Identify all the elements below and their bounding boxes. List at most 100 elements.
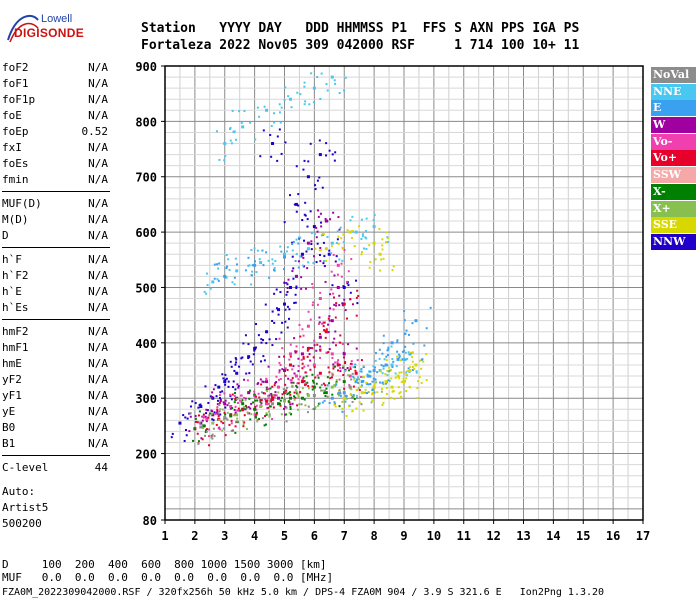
echo-dot bbox=[297, 357, 300, 360]
echo-dot bbox=[218, 158, 221, 161]
echo-dot bbox=[335, 379, 338, 382]
echo-dot bbox=[213, 263, 216, 266]
echo-dot bbox=[255, 404, 258, 407]
echo-dot bbox=[285, 389, 288, 392]
data-point bbox=[277, 385, 281, 389]
echo-dot bbox=[300, 358, 303, 361]
echo-dot bbox=[369, 383, 372, 386]
echo-dot bbox=[278, 128, 281, 131]
param-name: C-level bbox=[2, 461, 49, 474]
echo-dot bbox=[396, 350, 399, 353]
data-point bbox=[306, 324, 310, 328]
echo-dot bbox=[216, 406, 219, 409]
echo-dot bbox=[278, 369, 281, 372]
echo-dot bbox=[280, 106, 283, 109]
echo-dot bbox=[256, 420, 259, 423]
echo-dot bbox=[318, 322, 321, 325]
data-point bbox=[294, 202, 298, 206]
echo-dot bbox=[231, 281, 234, 284]
echo-dot bbox=[360, 370, 363, 373]
data-point bbox=[288, 285, 292, 289]
param-value: N/A bbox=[88, 109, 108, 122]
echo-dot bbox=[336, 369, 339, 372]
echo-dot bbox=[314, 406, 317, 409]
echo-dot bbox=[317, 376, 320, 379]
data-point bbox=[342, 352, 346, 356]
echo-dot bbox=[429, 306, 432, 309]
data-point bbox=[372, 225, 376, 229]
echo-dot bbox=[238, 399, 241, 402]
echo-dot bbox=[202, 413, 205, 416]
echo-dot bbox=[240, 400, 243, 403]
echo-dot bbox=[374, 366, 377, 369]
echo-dot bbox=[405, 329, 408, 332]
echo-dot bbox=[262, 129, 265, 132]
echo-dot bbox=[316, 209, 319, 212]
echo-dot bbox=[360, 218, 363, 221]
echo-dot bbox=[242, 407, 245, 410]
echo-dot bbox=[306, 381, 309, 384]
data-point bbox=[259, 405, 263, 408]
data-point bbox=[283, 302, 286, 306]
echo-dot bbox=[313, 344, 316, 347]
echo-dot bbox=[242, 423, 245, 426]
data-point bbox=[348, 374, 352, 378]
echo-dot bbox=[343, 89, 346, 92]
echo-dot bbox=[186, 417, 189, 420]
echo-dot bbox=[237, 407, 240, 410]
echo-dot bbox=[403, 309, 406, 312]
echo-dot bbox=[315, 236, 318, 239]
echo-dot bbox=[311, 304, 314, 307]
echo-dot bbox=[289, 408, 292, 411]
echo-dot bbox=[384, 373, 387, 376]
echo-dot bbox=[319, 386, 322, 389]
echo-dot bbox=[247, 406, 250, 409]
echo-dot bbox=[303, 383, 306, 386]
echo-dot bbox=[256, 106, 259, 109]
echo-dot bbox=[400, 380, 403, 383]
echo-dot bbox=[411, 360, 414, 363]
echo-dot bbox=[271, 258, 274, 261]
echo-dot bbox=[356, 359, 359, 362]
echo-dot bbox=[297, 260, 300, 263]
param-name: foF1p bbox=[2, 93, 36, 106]
data-point bbox=[247, 355, 251, 359]
echo-dot bbox=[360, 385, 363, 388]
data-point bbox=[211, 413, 215, 417]
echo-dot bbox=[295, 287, 298, 290]
echo-dot bbox=[371, 393, 374, 396]
echo-dot bbox=[318, 249, 321, 252]
echo-dot bbox=[287, 278, 290, 281]
param-name: h`F2 bbox=[2, 269, 29, 282]
echo-dot bbox=[408, 366, 411, 369]
echo-dot bbox=[355, 279, 358, 282]
echo-dot bbox=[218, 404, 221, 407]
echo-dot bbox=[411, 356, 414, 359]
echo-dot bbox=[378, 357, 381, 360]
echo-dot bbox=[307, 364, 310, 367]
echo-dot bbox=[407, 351, 410, 354]
echo-dot bbox=[342, 373, 345, 376]
echo-dot bbox=[278, 337, 281, 340]
legend-item: NoVal bbox=[651, 67, 696, 83]
echo-dot bbox=[205, 420, 208, 423]
echo-dot bbox=[391, 390, 394, 393]
y-tick-label: 500 bbox=[135, 281, 157, 295]
echo-dot bbox=[264, 398, 267, 401]
echo-dot bbox=[358, 225, 361, 228]
echo-dot bbox=[302, 355, 305, 358]
echo-dot bbox=[399, 391, 402, 394]
echo-dot bbox=[382, 342, 385, 345]
echo-dot bbox=[253, 413, 256, 416]
data-point bbox=[330, 319, 334, 323]
echo-dot bbox=[329, 307, 332, 310]
echo-dot bbox=[351, 230, 354, 233]
echo-dot bbox=[288, 308, 291, 311]
echo-dot bbox=[273, 268, 276, 271]
echo-dot bbox=[239, 409, 242, 412]
echo-dot bbox=[389, 396, 392, 399]
file-info-line: FZA0M_2022309042000.RSF / 320fx256h 50 k… bbox=[2, 587, 605, 598]
echo-dot bbox=[217, 267, 220, 270]
x-tick-label: 16 bbox=[606, 529, 620, 543]
muf-table: D 100 200 400 600 800 1000 1500 3000 [km… bbox=[2, 558, 333, 584]
